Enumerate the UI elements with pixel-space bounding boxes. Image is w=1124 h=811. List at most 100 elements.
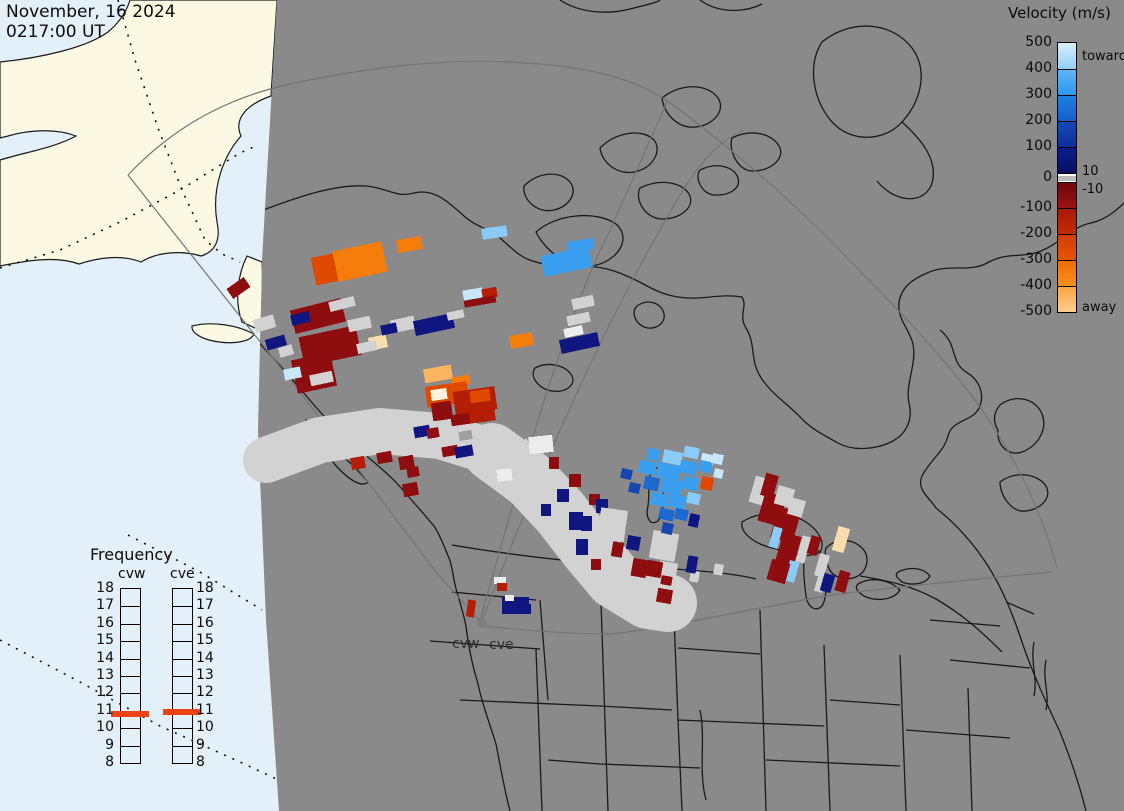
velocity-colorbar [1057, 42, 1077, 313]
frequency-tick-label: 10 [196, 719, 214, 736]
frequency-scale-cell [173, 745, 192, 763]
alexander-archipelago-island [191, 323, 255, 344]
fov-left-edge [127, 174, 480, 621]
velocity-cell [610, 541, 625, 558]
velocity-cell [541, 504, 551, 516]
velocity-legend: Velocity (m/s) 500 400 300 200 100 0 -100 -200 -… [998, 0, 1124, 340]
velocity-cell [566, 311, 591, 327]
frequency-tick-label: 17 [96, 597, 114, 614]
velocity-cell [450, 412, 471, 427]
velocity-cell [620, 467, 633, 481]
velocity-cell [463, 295, 497, 308]
velocity-cell [426, 427, 440, 439]
velocity-tick-label: 300 [1025, 86, 1052, 102]
velocity-cell [831, 525, 851, 554]
velocity-colorbar-segment [1058, 69, 1076, 95]
velocity-cell [252, 314, 277, 333]
fov-inner-ray [482, 129, 745, 619]
velocity-cell [468, 405, 496, 424]
frequency-marker-cve [163, 708, 201, 715]
frequency-scale-cell [173, 606, 192, 623]
velocity-cell [505, 595, 514, 601]
velocity-tick-label: -200 [1020, 225, 1052, 241]
velocity-cell [667, 493, 688, 510]
velocity-cell [347, 315, 372, 333]
velocity-cell [465, 599, 477, 618]
frequency-scale-cell [121, 658, 140, 676]
frequency-tick-label: 16 [196, 614, 214, 631]
frequency-tick-label: 16 [96, 614, 114, 631]
velocity-cell [591, 559, 601, 570]
frequency-tick-label: 18 [196, 580, 214, 596]
velocity-cell [760, 472, 779, 499]
frequency-scale-cell [173, 589, 192, 606]
frequency-tick-label: 14 [196, 649, 214, 666]
velocity-cell [494, 577, 506, 584]
date-text: November, 16 2024 [6, 2, 176, 22]
frequency-tick-label: 12 [96, 684, 114, 701]
velocity-cell [557, 489, 569, 502]
velocity-cell [645, 447, 662, 462]
velocity-cell [569, 474, 581, 487]
velocity-cell [596, 507, 629, 542]
newfoundland [993, 397, 1045, 454]
graticule-line [0, 144, 259, 269]
graticule-dotted-lines [0, 0, 279, 791]
velocity-cell [430, 387, 448, 402]
velocity-cell [819, 572, 836, 594]
frequency-scale-cell [121, 693, 140, 710]
velocity-cell [226, 277, 251, 299]
velocity-cell [678, 459, 699, 476]
velocity-cell [697, 459, 714, 474]
frequency-tick-label: 18 [96, 580, 114, 596]
velocity-cell [422, 364, 454, 384]
velocity-cell [264, 334, 288, 351]
velocity-cell [655, 461, 682, 482]
velocity-side-label-toward_label: toward [1082, 49, 1124, 64]
radar-label-cve: cve [489, 637, 514, 653]
velocity-cell [496, 468, 513, 482]
velocity-cell [309, 370, 334, 387]
frequency-column-label-cvw: cvw [118, 566, 146, 582]
velocity-cell [648, 529, 680, 563]
velocity-cell [522, 604, 531, 614]
frequency-scale-cell [121, 641, 140, 658]
velocity-cell [576, 539, 588, 555]
velocity-cell [658, 507, 675, 522]
velocity-cell [454, 444, 474, 459]
frequency-scale-cell [121, 728, 140, 745]
velocity-legend-title: Velocity (m/s) [1008, 4, 1111, 22]
velocity-tick-label: 400 [1025, 60, 1052, 76]
velocity-colorbar-segment [1058, 147, 1076, 173]
velocity-colorbar-segment [1058, 260, 1076, 286]
velocity-cell [685, 555, 699, 574]
graticule-line [0, 639, 279, 791]
frequency-scale-cell [121, 675, 140, 693]
velocity-tick-label: -400 [1020, 277, 1052, 293]
time-text: 0217:00 UT [6, 22, 105, 42]
velocity-cell [563, 325, 584, 338]
great-bear-lake [633, 301, 665, 329]
nova-scotia [999, 474, 1049, 512]
velocity-cell [685, 491, 702, 506]
velocity-cell [401, 481, 420, 498]
velocity-cell [795, 535, 812, 564]
velocity-colorbar-segment [1058, 182, 1076, 208]
velocity-tick-label: 500 [1025, 34, 1052, 50]
velocity-cell [713, 468, 724, 479]
frequency-tick-label: 14 [96, 649, 114, 666]
velocity-tick-label: 0 [1043, 168, 1052, 185]
velocity-cell [660, 575, 673, 586]
velocity-colorbar-segment [1058, 234, 1076, 260]
radar-site-dot [477, 618, 487, 628]
velocity-cell [396, 235, 423, 254]
frequency-scale-cell [121, 606, 140, 623]
radar-label-cvw: cvw [452, 636, 479, 652]
alaska-landmass [0, 0, 278, 267]
velocity-cell [784, 560, 800, 583]
velocity-cell [628, 481, 641, 495]
velocity-cell [350, 455, 366, 471]
velocity-side-label-pos_threshold: 10 [1082, 164, 1099, 179]
velocity-cell [571, 294, 595, 311]
